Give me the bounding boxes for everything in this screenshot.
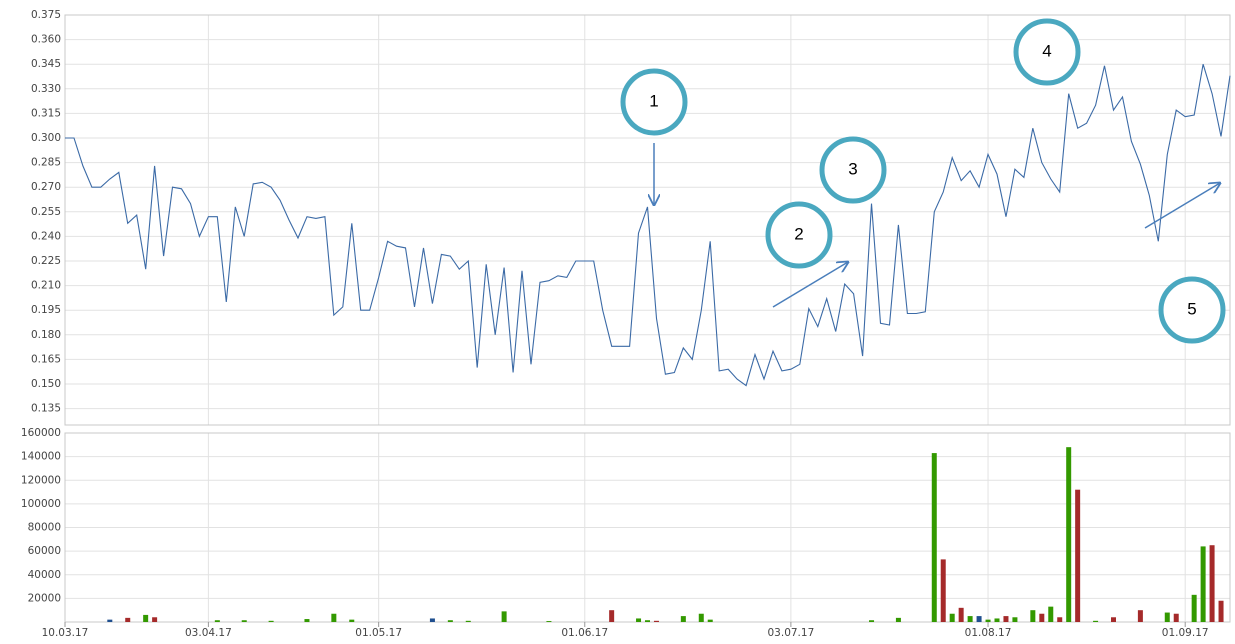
- volume-bar: [931, 453, 937, 622]
- y-tick-label: 0.240: [31, 230, 61, 242]
- y-tick-label: 60000: [28, 545, 61, 557]
- volume-bar: [1173, 613, 1179, 622]
- annotations: 1 2 3 4 5: [620, 18, 1226, 344]
- volume-bar: [1048, 606, 1054, 622]
- callout-circle: [765, 201, 833, 269]
- volume-bar: [653, 620, 659, 622]
- volume-bar: [707, 619, 713, 622]
- volume-bar: [447, 620, 453, 622]
- volume-bar: [967, 616, 973, 622]
- y-tick-label: 0.225: [31, 255, 61, 267]
- volume-bar: [636, 618, 642, 622]
- y-tick-label: 0.330: [31, 83, 61, 95]
- volume-bar: [349, 619, 355, 622]
- y-tick-label: 0.270: [31, 181, 61, 193]
- callout-circle: [1158, 276, 1226, 344]
- volume-bar: [895, 617, 901, 622]
- volume-bar: [1209, 545, 1215, 622]
- volume-bar: [958, 607, 964, 622]
- y-tick-label: 40000: [28, 569, 61, 581]
- y-tick-label: 0.210: [31, 280, 61, 292]
- y-tick-label: 0.360: [31, 34, 61, 46]
- x-tick-label: 03.04.17: [185, 627, 232, 639]
- volume-bar: [609, 610, 615, 622]
- arrow: [1144, 183, 1220, 229]
- volume-bar: [940, 559, 946, 622]
- volume-bar: [1200, 546, 1206, 622]
- y-tick-label: 0.255: [31, 206, 61, 218]
- volume-bar: [1093, 620, 1099, 622]
- volume-bar: [680, 616, 686, 622]
- y-tick-label: 0.375: [31, 9, 61, 21]
- x-tick-label: 01.06.17: [561, 627, 608, 639]
- volume-bar: [976, 616, 982, 622]
- volume-bar: [1003, 616, 1009, 622]
- volume-bar: [214, 620, 220, 622]
- y-tick-label: 0.315: [31, 107, 61, 119]
- y-tick-label: 100000: [21, 498, 61, 510]
- callout-circle: [819, 136, 887, 204]
- y-tick-label: 0.150: [31, 378, 61, 390]
- volume-bar: [1039, 613, 1045, 622]
- callout-circle: [620, 68, 688, 136]
- callout-label: 2: [794, 224, 803, 243]
- y-tick-label: 0.345: [31, 58, 61, 70]
- y-tick-label: 140000: [21, 451, 61, 463]
- volume-bar: [304, 619, 310, 622]
- volume-bar: [1066, 447, 1072, 622]
- y-tick-label: 0.300: [31, 132, 61, 144]
- x-tick-label: 03.07.17: [768, 627, 815, 639]
- volume-bar: [546, 621, 552, 622]
- y-tick-label: 0.195: [31, 304, 61, 316]
- y-tick-label: 0.180: [31, 329, 61, 341]
- volume-bar: [429, 618, 435, 622]
- arrow: [772, 262, 848, 308]
- volume-bar: [1191, 594, 1197, 622]
- volume-bar: [501, 611, 507, 622]
- x-tick-label: 01.05.17: [355, 627, 402, 639]
- price-panel: [64, 14, 1231, 426]
- volume-bar: [1137, 610, 1143, 622]
- volume-bar: [152, 617, 158, 622]
- callout-label: 1: [649, 91, 658, 110]
- volume-bar: [949, 613, 955, 622]
- marks: [64, 64, 1231, 627]
- y-tick-label: 120000: [21, 474, 61, 486]
- callout-label: 4: [1042, 41, 1051, 60]
- volume-bar: [1057, 617, 1063, 622]
- volume-bar: [1030, 610, 1036, 622]
- volume-bar: [698, 613, 704, 622]
- price-line: [65, 64, 1231, 387]
- y-tick-label: 0.285: [31, 157, 61, 169]
- volume-bar: [241, 620, 247, 622]
- volume-bar: [107, 619, 113, 622]
- volume-bar: [268, 620, 274, 622]
- volume-bar: [143, 614, 149, 622]
- volume-bar: [125, 617, 131, 622]
- callout-label: 3: [848, 159, 857, 178]
- callout-label: 5: [1187, 299, 1196, 318]
- y-tick-label: 80000: [28, 522, 61, 534]
- y-tick-label: 160000: [21, 427, 61, 439]
- y-tick-label: 0.165: [31, 353, 61, 365]
- volume-bar: [994, 618, 1000, 622]
- x-tick-label: 01.08.17: [965, 627, 1012, 639]
- x-tick-label: 10.03.17: [42, 627, 89, 639]
- volume-bar: [985, 619, 991, 622]
- volume-bar: [1075, 489, 1081, 622]
- volume-bar: [1164, 612, 1170, 622]
- volume-bar: [1218, 600, 1224, 622]
- volume-bar: [1111, 617, 1116, 622]
- x-tick-label: 01.09.17: [1162, 627, 1209, 639]
- y-tick-label: 0.135: [31, 403, 61, 415]
- volume-bar: [869, 620, 875, 622]
- volume-bar: [465, 620, 471, 622]
- volume-bar: [645, 620, 650, 622]
- volume-bar: [1012, 617, 1018, 622]
- y-tick-label: 20000: [28, 592, 61, 604]
- callout-circle: [1013, 18, 1081, 86]
- volume-bar: [331, 613, 337, 622]
